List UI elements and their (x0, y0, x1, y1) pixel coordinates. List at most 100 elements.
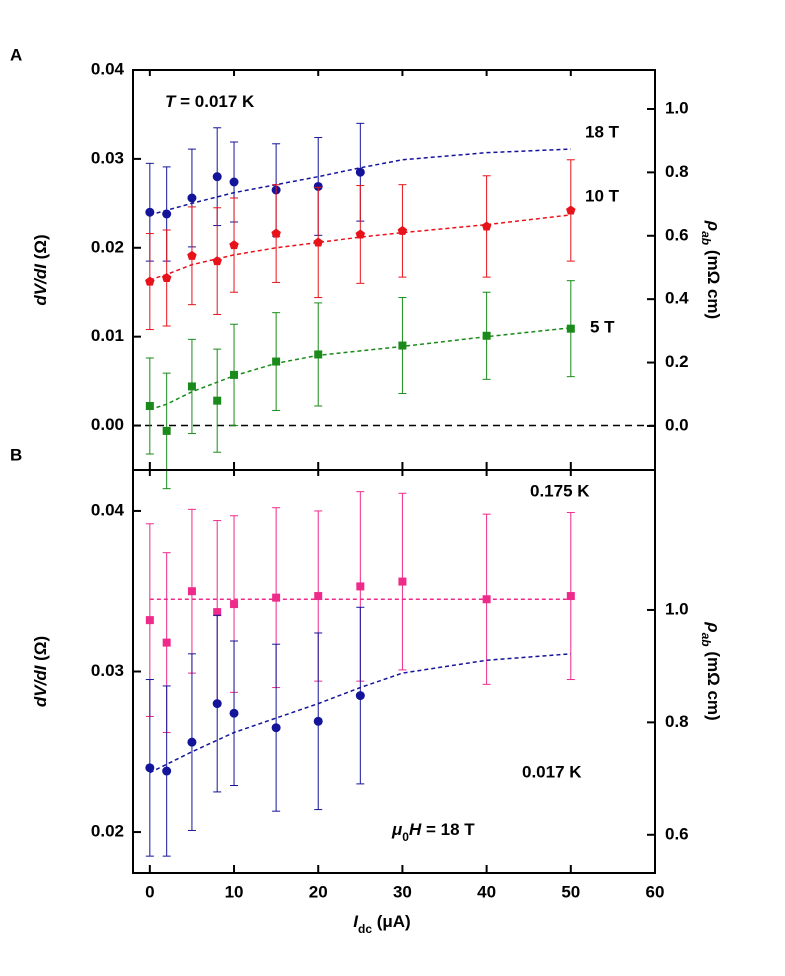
point (145, 207, 155, 217)
series-label: 0.175 K (530, 481, 590, 500)
point (397, 225, 408, 235)
y-axis-label: dV/dI (Ω) (31, 636, 50, 707)
y-axis-label-part: (Ω) (31, 636, 50, 666)
y-tick-label: 0.03 (91, 148, 124, 167)
y2-tick-label: 1.0 (665, 599, 689, 618)
fit-line (149, 214, 571, 281)
x-tick-label: 50 (561, 882, 580, 901)
point (482, 595, 491, 604)
series-label: 5 T (590, 317, 615, 336)
point (313, 181, 323, 191)
point (212, 699, 222, 709)
point (213, 396, 222, 405)
point (230, 600, 239, 609)
panel-label: A (10, 45, 22, 64)
y-axis-label: dV/dI (Ω) (31, 234, 50, 305)
y2-axis-label-part: ab (699, 231, 713, 245)
point (187, 250, 197, 260)
annotation-part: = 18 T (421, 820, 475, 839)
point (398, 577, 407, 586)
y2-tick-label: 0.4 (665, 289, 689, 308)
y-tick-label: 0.03 (91, 661, 124, 680)
plot-frame (132, 69, 656, 471)
point (145, 763, 155, 773)
point (162, 426, 171, 435)
point (271, 228, 281, 238)
y-axis-label-part: dV/dI (31, 664, 50, 707)
point (229, 708, 239, 718)
point (187, 382, 196, 391)
point (213, 608, 222, 617)
point (566, 205, 576, 215)
y2-axis-label-part: ab (699, 633, 713, 647)
point (314, 592, 323, 601)
annotation-part: = 0.017 K (175, 92, 255, 111)
x-tick-label: 10 (225, 882, 244, 901)
panel-label: B (10, 445, 22, 464)
point (313, 237, 323, 247)
point (187, 737, 197, 747)
point (229, 240, 239, 250)
y2-axis-label-part: ρ (704, 220, 723, 231)
fit-line (149, 148, 571, 216)
point (212, 256, 222, 266)
plot-frame (132, 469, 656, 874)
y-tick-label: 0.02 (91, 822, 124, 841)
point (272, 593, 281, 602)
y2-tick-label: 0.6 (665, 824, 689, 843)
y2-tick-label: 1.0 (665, 98, 689, 117)
annotation-part: H (409, 820, 422, 839)
point (145, 616, 154, 625)
point (566, 592, 575, 601)
point (145, 276, 155, 286)
y-tick-label: 0.04 (91, 59, 125, 78)
y-tick-label: 0.00 (91, 415, 124, 434)
series-label: 18 T (585, 122, 620, 141)
x-tick-label: 40 (477, 882, 496, 901)
point (355, 167, 365, 177)
x-tick-label: 0 (145, 882, 154, 901)
point (229, 177, 239, 187)
x-tick-label: 20 (309, 882, 328, 901)
annotation-part: μ (391, 820, 403, 839)
x-axis-label-part: dc (358, 922, 372, 936)
point (212, 172, 222, 182)
point (356, 582, 365, 591)
y-axis-label-part: dV/dI (31, 263, 50, 306)
x-tick-label: 60 (646, 882, 665, 901)
point (482, 331, 491, 340)
y2-tick-label: 0.2 (665, 352, 689, 371)
y2-tick-label: 0.8 (665, 162, 689, 181)
y2-tick-label: 0.0 (665, 415, 689, 434)
y2-axis-label-part: (mΩ cm) (704, 245, 723, 319)
point (566, 324, 575, 333)
y-tick-label: 0.02 (91, 237, 124, 256)
point (230, 370, 239, 379)
y-tick-label: 0.01 (91, 326, 124, 345)
point (398, 341, 407, 350)
fit-line (149, 327, 571, 411)
x-axis-label-part: I (353, 912, 359, 931)
y2-axis-label-part: ρ (704, 621, 723, 632)
y-tick-label: 0.04 (91, 500, 125, 519)
point (355, 229, 366, 239)
point (162, 209, 172, 219)
point (271, 723, 281, 733)
y2-axis-label-part: (mΩ cm) (704, 647, 723, 721)
y2-axis-label: ρab (mΩ cm) (699, 220, 723, 319)
annotation-part: 0 (402, 830, 409, 844)
x-axis-label-part: (μA) (372, 912, 411, 931)
point (272, 357, 281, 366)
y-axis-label-part: (Ω) (31, 234, 50, 264)
annotation-part: T (165, 92, 177, 111)
y2-tick-label: 0.6 (665, 225, 689, 244)
series-label: 10 T (585, 186, 620, 205)
point (162, 766, 172, 776)
point (187, 193, 197, 203)
point (145, 402, 154, 410)
point (314, 350, 323, 359)
x-axis-label: Idc (μA) (353, 912, 410, 936)
annotation: μ0H = 18 T (391, 820, 475, 844)
point (313, 716, 323, 726)
